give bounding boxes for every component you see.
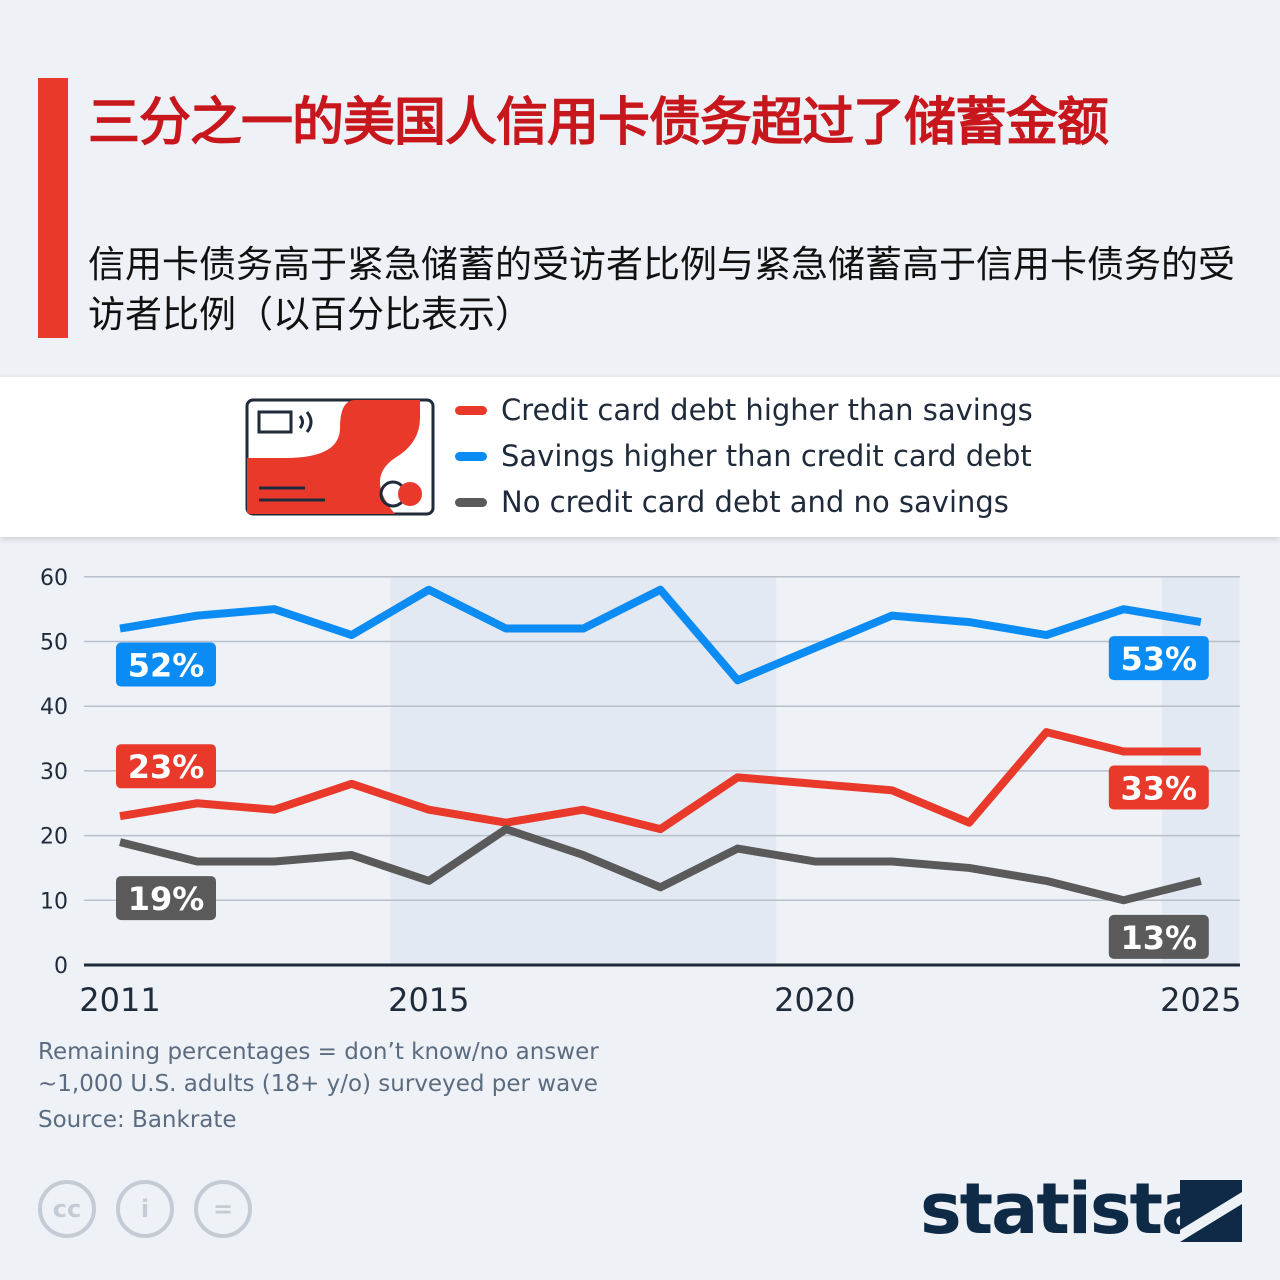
attribution-icon[interactable]: i [116,1180,174,1238]
value-label: 19% [128,880,205,918]
value-label: 33% [1121,769,1198,807]
statista-logo[interactable]: statista [920,1168,1208,1250]
value-label: 53% [1121,640,1198,678]
legend-item-savings: Savings higher than credit card debt [455,439,1032,473]
page-subtitle: 信用卡债务高于紧急储蓄的受访者比例与紧急储蓄高于信用卡债务的受访者比例（以百分比… [88,243,1235,336]
note-sample: ~1,000 U.S. adults (18+ y/o) surveyed pe… [38,1071,598,1097]
legend-swatch [455,497,487,507]
x-tick-label: 2025 [1160,981,1241,1019]
value-label-box [1108,636,1209,681]
value-label-box [116,642,216,687]
statista-logo-mark-icon [1180,1180,1242,1242]
legend: Credit card debt higher than savings Sav… [0,377,1280,537]
legend-item-credit: Credit card debt higher than savings [455,393,1033,427]
value-label-box [116,744,216,789]
x-tick-label: 2015 [388,981,469,1019]
line-chart: 0 10 20 30 40 50 60 2011 2015 2020 2025 23% 33% 52% 53… [40,566,1242,1019]
x-tick-label: 2011 [79,981,160,1019]
source[interactable]: Source: Bankrate [38,1107,237,1133]
y-tick-label: 10 [40,889,68,914]
no-derivatives-icon[interactable]: = [194,1180,252,1238]
y-tick-label: 40 [40,695,68,720]
value-label-box [1108,765,1209,810]
x-tick-label: 2020 [774,981,855,1019]
y-tick-label: 20 [40,825,68,850]
page-title: 三分之一的美国人信用卡债务超过了储蓄金额 [88,93,1109,153]
y-tick-label: 30 [40,760,68,785]
y-tick-label: 60 [40,566,68,591]
value-label-box [1108,914,1209,959]
value-label: 13% [1121,919,1198,957]
value-label-box [116,876,216,921]
legend-label: Credit card debt higher than savings [501,393,1033,427]
value-label: 23% [128,748,205,786]
value-label: 52% [128,647,205,685]
legend-swatch [455,405,487,415]
legend-swatch [455,451,487,461]
legend-item-none: No credit card debt and no savings [455,485,1009,519]
cc-icon[interactable]: cc [38,1180,96,1238]
accent-bar [38,78,68,338]
legend-label: No credit card debt and no savings [501,485,1009,519]
footnotes: Remaining percentages = don’t know/no an… [38,1036,599,1100]
legend-label: Savings higher than credit card debt [501,439,1032,473]
credit-card-icon [245,398,435,516]
note-remaining: Remaining percentages = don’t know/no an… [38,1039,599,1065]
y-tick-label: 50 [40,631,68,656]
y-tick-label: 0 [54,954,68,979]
